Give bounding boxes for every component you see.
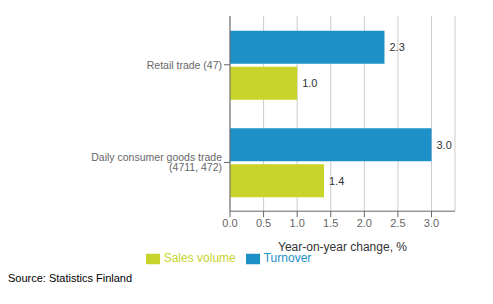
svg-text:Daily consumer goods trade(471: Daily consumer goods trade(4711, 472) bbox=[91, 151, 222, 174]
svg-text:1.0: 1.0 bbox=[302, 77, 317, 89]
svg-text:Year-on-year change, %: Year-on-year change, % bbox=[278, 240, 407, 254]
svg-text:3.0: 3.0 bbox=[436, 139, 451, 151]
svg-text:2.5: 2.5 bbox=[390, 217, 405, 229]
html-text:Turnover: Turnover bbox=[263, 251, 312, 266]
svg-text:0.0: 0.0 bbox=[222, 217, 237, 229]
svg-text:2.3: 2.3 bbox=[389, 41, 404, 53]
svg-text:1.5: 1.5 bbox=[323, 217, 338, 229]
svg-text:3.0: 3.0 bbox=[424, 217, 439, 229]
svg-text:1.0: 1.0 bbox=[290, 217, 305, 229]
html-text:Source: Statistics Finland: Source: Statistics Finland bbox=[8, 272, 133, 284]
svg-text:Retail trade (47): Retail trade (47) bbox=[147, 59, 222, 71]
svg-text:2.0: 2.0 bbox=[357, 217, 372, 229]
html-text:Sales volume: Sales volume bbox=[163, 251, 236, 266]
svg-text:1.4: 1.4 bbox=[329, 175, 344, 187]
svg-text:0.5: 0.5 bbox=[256, 217, 271, 229]
